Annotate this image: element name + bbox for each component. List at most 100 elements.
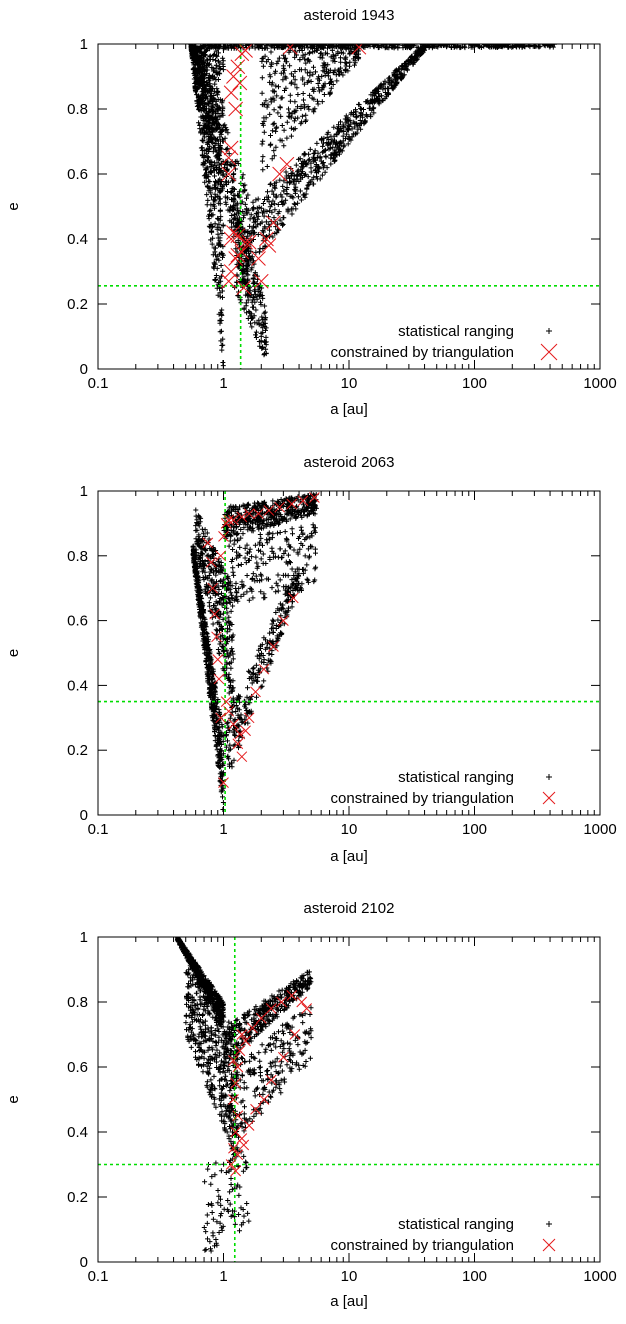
x-axis-label: a [au] xyxy=(330,848,368,865)
triangulation-point xyxy=(266,215,281,231)
triangulation-point xyxy=(207,582,219,594)
legend-marker-plus xyxy=(546,774,552,780)
y-tick-label: 0 xyxy=(80,807,88,824)
ranging-points xyxy=(188,44,557,369)
triangulation-point xyxy=(205,556,217,568)
y-axis-ticks: 0 0.2 0.4 0.6 0.8 1 xyxy=(67,929,600,1271)
series-triangulation xyxy=(221,44,367,296)
triangulation-point xyxy=(253,508,264,520)
y-tick-label: 0.6 xyxy=(67,166,88,183)
triangulation-point xyxy=(258,1094,270,1105)
triangulation-point xyxy=(230,228,246,244)
triangulation-point xyxy=(261,238,277,253)
y-tick-label: 0.4 xyxy=(67,1124,88,1141)
triangulation-point xyxy=(236,1133,248,1144)
triangulation-point xyxy=(286,990,298,1001)
x-tick-label: 0.1 xyxy=(88,375,109,392)
legend-label-ranging: statistical ranging xyxy=(398,1216,514,1233)
triangulation-point xyxy=(258,663,270,675)
plot-area xyxy=(98,937,600,1262)
y-tick-label: 0.4 xyxy=(67,231,88,248)
triangulation-point xyxy=(265,1074,277,1086)
x-tick-label: 1000 xyxy=(583,821,616,838)
triangulation-point xyxy=(238,234,253,250)
y-axis-label: e xyxy=(5,202,22,210)
plot-2: asteroid 2063 a [au] e 0.1 1 10 100 1000 0 0.2 0.4… xyxy=(5,454,617,865)
triangulation-point xyxy=(223,140,239,156)
triangulation-point xyxy=(230,1165,242,1177)
plot-1: asteroid 1943 a [au] e 0.1 1 10 100 1000 0 0.2 0.4… xyxy=(5,7,617,418)
y-tick-label: 1 xyxy=(80,36,88,53)
x-axis-label: a [au] xyxy=(330,1293,368,1310)
triangulation-point xyxy=(230,59,246,75)
plot-area xyxy=(98,44,600,369)
triangulation-point xyxy=(279,156,295,172)
triangulation-point xyxy=(255,1012,267,1024)
triangulation-point xyxy=(234,728,246,740)
x-tick-label: 1 xyxy=(219,1268,227,1285)
triangulation-point xyxy=(232,1061,244,1073)
x-tick-label: 100 xyxy=(462,1268,487,1285)
legend-marker-cross xyxy=(540,343,558,361)
triangulation-point xyxy=(236,280,252,296)
triangulation-point xyxy=(221,166,237,182)
y-tick-label: 1 xyxy=(80,483,88,500)
x-tick-label: 10 xyxy=(341,375,358,392)
triangulation-point xyxy=(228,1094,239,1105)
triangulation-point xyxy=(250,686,261,698)
x-axis-ticks: 0.1 1 10 100 1000 xyxy=(88,491,617,838)
y-axis-ticks: 0 0.2 0.4 0.6 0.8 1 xyxy=(67,36,600,378)
triangulation-point xyxy=(228,101,244,117)
chart-title: asteroid 2102 xyxy=(304,900,395,917)
ranging-points xyxy=(175,937,314,1254)
triangulation-point xyxy=(263,505,275,516)
x-axis-ticks: 0.1 1 10 100 1000 xyxy=(88,937,617,1285)
y-tick-label: 1 xyxy=(80,929,88,946)
series-ranging xyxy=(190,492,319,812)
triangulation-point xyxy=(234,244,250,260)
triangulation-point xyxy=(223,705,235,717)
y-tick-label: 0.2 xyxy=(67,296,88,313)
triangulation-point xyxy=(238,1139,250,1151)
triangulation-point xyxy=(228,718,239,730)
series-triangulation xyxy=(225,990,313,1177)
triangulation-point xyxy=(241,234,257,250)
triangulation-point xyxy=(232,738,244,750)
plot-3: asteroid 2102 a [au] e 0.1 1 10 100 1000 0 0.2 0.4… xyxy=(5,900,617,1310)
triangulation-point xyxy=(213,673,225,685)
y-axis-label: e xyxy=(5,649,22,657)
legend: statistical ranging constrained by triang… xyxy=(331,1216,556,1254)
legend-marker-plus xyxy=(546,1221,552,1227)
y-tick-label: 0.2 xyxy=(67,1189,88,1206)
triangulation-point xyxy=(250,1103,261,1115)
legend-label-triangulation: constrained by triangulation xyxy=(331,790,514,807)
triangulation-point xyxy=(276,996,287,1008)
triangulation-point xyxy=(230,247,246,263)
triangulation-point xyxy=(236,511,248,523)
triangulation-point xyxy=(287,592,299,604)
legend-label-triangulation: constrained by triangulation xyxy=(331,344,514,361)
triangulation-point xyxy=(218,531,229,542)
triangulation-point xyxy=(232,75,248,91)
triangulation-point xyxy=(278,1051,289,1063)
x-tick-label: 100 xyxy=(462,375,487,392)
plot-frame xyxy=(97,936,601,1263)
legend-marker-cross xyxy=(542,1238,556,1252)
triangulation-point xyxy=(243,508,255,520)
legend: statistical ranging constrained by triang… xyxy=(331,323,558,361)
y-tick-label: 0 xyxy=(80,1254,88,1271)
y-tick-label: 0.8 xyxy=(67,101,88,118)
triangulation-point xyxy=(223,264,239,279)
y-tick-label: 0.6 xyxy=(67,613,88,630)
triangulation-point xyxy=(282,44,298,55)
triangulation-point xyxy=(228,514,239,526)
triangulation-point xyxy=(215,550,227,562)
triangulation-point xyxy=(221,273,237,289)
triangulation-point xyxy=(212,654,224,665)
triangulation-point xyxy=(278,615,289,626)
triangulation-point xyxy=(268,641,279,652)
triangulation-point xyxy=(223,514,235,526)
triangulation-point xyxy=(232,1149,244,1161)
x-axis-ticks: 0.1 1 10 100 1000 xyxy=(88,44,617,392)
